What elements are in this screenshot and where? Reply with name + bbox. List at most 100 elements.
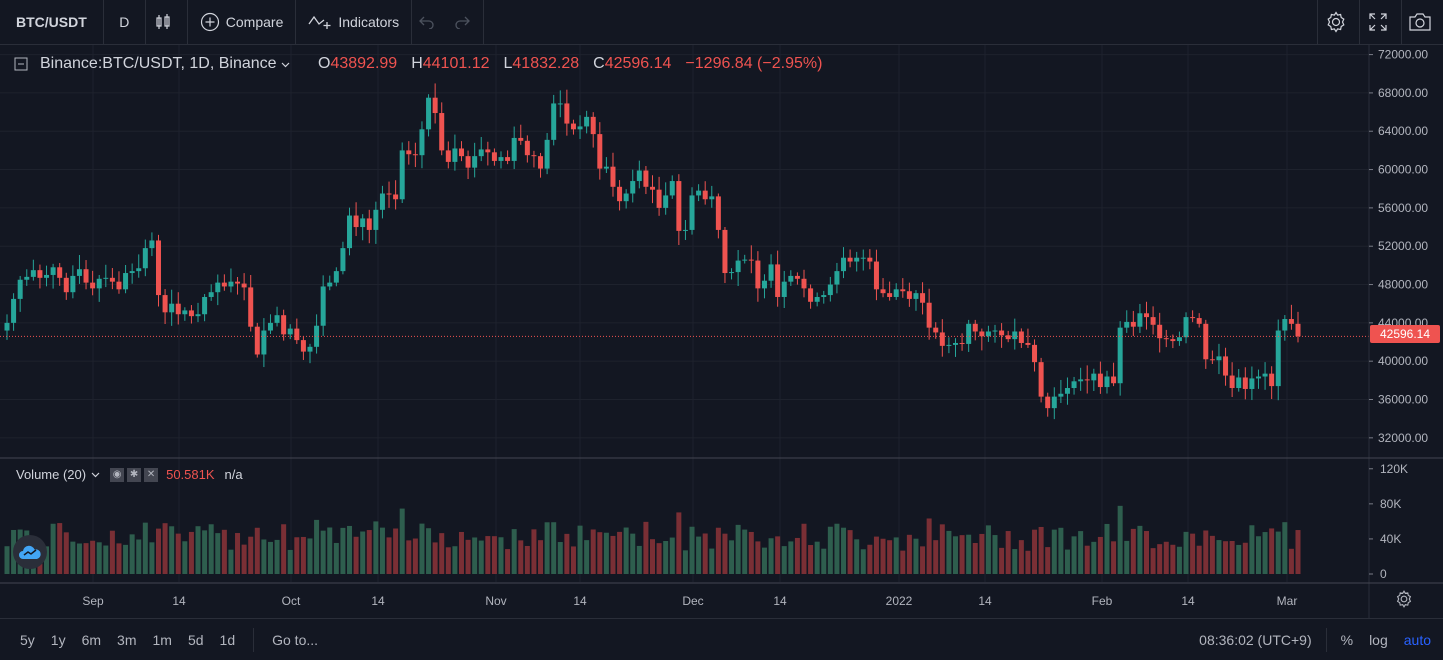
candle-body [564, 103, 570, 124]
candle-body [208, 292, 214, 297]
candle-body [175, 303, 181, 315]
symbol-button[interactable]: BTC/USDT [0, 0, 104, 44]
range-6m[interactable]: 6m [81, 631, 102, 648]
volume-bar [393, 528, 399, 574]
compare-label: Compare [225, 14, 284, 30]
candle-body [1078, 379, 1084, 382]
time-axis-label: Oct [282, 594, 301, 608]
candle-body [597, 134, 603, 169]
price-axis-label: 40000.00 [1378, 354, 1428, 368]
candle-body [808, 288, 814, 302]
gear-icon [1326, 11, 1345, 33]
close-icon[interactable]: ✕ [144, 467, 159, 482]
price-axis-label: 36000.00 [1378, 393, 1428, 407]
range-1m[interactable]: 1m [152, 631, 172, 648]
volume-bar [1091, 541, 1097, 574]
chart-type-button[interactable] [146, 0, 188, 44]
candle-body [867, 257, 873, 262]
candle-body [1104, 376, 1110, 388]
volume-bar [366, 530, 372, 574]
candle-body [682, 229, 688, 231]
volume-bar [834, 523, 840, 574]
goto-button[interactable]: Go to... [272, 631, 319, 648]
candle-body [333, 271, 339, 283]
price-axis-label: 64000.00 [1378, 124, 1428, 138]
snapshot-button[interactable] [1401, 0, 1443, 44]
candle-body [458, 148, 464, 157]
percent-toggle[interactable]: % [1340, 631, 1354, 648]
candle-body [702, 190, 708, 200]
candle-body [966, 323, 972, 344]
indicators-icon [308, 15, 331, 29]
range-1y[interactable]: 1y [50, 631, 66, 648]
candle-body [63, 277, 69, 293]
candle-body [1163, 338, 1169, 340]
time-axis-label: Dec [682, 594, 703, 608]
volume-bar [1058, 527, 1064, 574]
candle-body [195, 314, 201, 317]
volume-bar [926, 518, 932, 574]
candle-body [426, 97, 432, 130]
candle-body [610, 166, 616, 187]
time-axis-label: 14 [371, 594, 385, 608]
high-value: 44101.12 [422, 55, 490, 72]
volume-bar [531, 529, 537, 574]
clock[interactable]: 08:36:02 (UTC+9) [1199, 631, 1312, 648]
candle-body [142, 248, 148, 269]
range-3m[interactable]: 3m [117, 631, 137, 648]
undo-icon[interactable] [418, 15, 435, 29]
candle-body [379, 193, 385, 210]
redo-icon[interactable] [454, 15, 471, 29]
collapse-icon[interactable] [14, 57, 28, 71]
candle-body [215, 282, 221, 293]
range-5y[interactable]: 5y [20, 631, 35, 648]
tradingview-logo[interactable] [13, 535, 47, 569]
log-toggle[interactable]: log [1369, 631, 1388, 648]
candle-body [70, 275, 76, 293]
candle-body [340, 248, 346, 272]
range-1d[interactable]: 1d [219, 631, 236, 648]
volume-bar [188, 531, 194, 574]
volume-bar [1064, 549, 1070, 574]
volume-bar [972, 542, 978, 574]
compare-button[interactable]: Compare [188, 0, 297, 44]
candle-body [505, 157, 511, 161]
fullscreen-button[interactable] [1359, 0, 1401, 44]
candle-body [544, 139, 550, 169]
volume-bar [544, 522, 550, 574]
candle-body [109, 277, 115, 282]
indicators-button[interactable]: Indicators [296, 0, 413, 44]
candle-body [788, 275, 794, 282]
volume-bar [1032, 529, 1038, 574]
volume-bar [340, 527, 346, 574]
low-label: L [503, 55, 513, 72]
auto-toggle[interactable]: auto [1403, 631, 1431, 648]
volume-bar [439, 533, 445, 574]
settings-button[interactable] [1317, 0, 1359, 44]
candle-body [656, 189, 662, 208]
symbol-title[interactable]: Binance:BTC/USDT, 1D, Binance [40, 55, 290, 73]
candle-body [696, 190, 702, 196]
volume-bar [946, 530, 952, 574]
volume-bar [841, 527, 847, 574]
axis-settings-button[interactable] [1395, 590, 1413, 613]
volume-bar [689, 526, 695, 574]
range-5d[interactable]: 5d [187, 631, 204, 648]
volume-bar [636, 545, 642, 574]
volume-bar [610, 535, 616, 574]
volume-bar [215, 533, 221, 574]
candle-body [1058, 393, 1064, 397]
volume-bar [913, 538, 919, 574]
volume-bar [333, 542, 339, 574]
settings-small-icon[interactable]: ✱ [127, 467, 142, 482]
volume-title[interactable]: Volume (20) [16, 467, 87, 482]
volume-bar [1124, 540, 1130, 574]
volume-axis-label: 40K [1380, 532, 1401, 546]
interval-button[interactable]: D [104, 0, 146, 44]
eye-icon[interactable]: ◉ [110, 467, 125, 482]
candle-body [669, 181, 675, 196]
candle-body [123, 273, 129, 290]
candle-body [274, 315, 280, 323]
volume-bar [1163, 541, 1169, 574]
